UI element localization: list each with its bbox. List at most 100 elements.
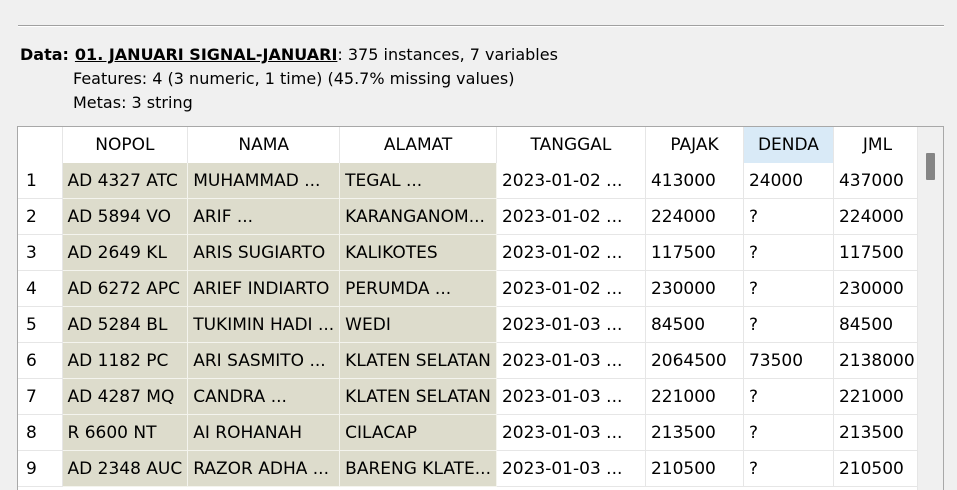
scrollbar-thumb[interactable] <box>926 153 935 180</box>
cell-pajak[interactable]: 221000 <box>645 378 744 415</box>
cell-jml[interactable]: 84500 <box>833 306 922 343</box>
cell-alamat[interactable]: WEDI <box>339 306 497 343</box>
cell-nama[interactable]: RAZOR ADHA ... <box>187 450 341 487</box>
cell-pajak[interactable]: 230000 <box>645 270 744 307</box>
cell-denda[interactable]: ? <box>743 414 834 451</box>
table-row[interactable]: 4 AD 6272 APC ARIEF INDIARTO PERUMDA ...… <box>18 270 922 307</box>
row-index[interactable]: 6 <box>18 342 63 379</box>
table-row[interactable]: 3 AD 2649 KL ARIS SUGIARTO KALIKOTES 202… <box>18 234 922 271</box>
cell-jml[interactable]: 213500 <box>833 414 922 451</box>
row-index[interactable]: 2 <box>18 198 63 235</box>
cell-denda[interactable]: ? <box>743 198 834 235</box>
cell-nama[interactable]: AI ROHANAH <box>187 414 341 451</box>
table-row[interactable]: 7 AD 4287 MQ CANDRA ... KLATEN SELATAN 2… <box>18 378 922 415</box>
row-index[interactable]: 1 <box>18 163 63 199</box>
cell-nopol[interactable]: R 6600 NT <box>62 414 189 451</box>
cell-pajak[interactable]: 224000 <box>645 198 744 235</box>
cell-alamat[interactable]: KARANGANOM... <box>339 198 497 235</box>
cell-jml[interactable]: 210500 <box>833 450 922 487</box>
cell-denda[interactable]: 24000 <box>743 163 834 199</box>
column-header-alamat[interactable]: ALAMAT <box>339 127 497 163</box>
cell-tanggal[interactable]: 2023-01-03 ... <box>496 378 646 415</box>
cell-alamat[interactable]: TEGAL ... <box>339 163 497 199</box>
cell-jml[interactable]: 2138000 <box>833 342 922 379</box>
column-header-pajak[interactable]: PAJAK <box>645 127 744 163</box>
data-label: Data: <box>20 45 69 64</box>
cell-denda[interactable]: 73500 <box>743 342 834 379</box>
column-header-jml[interactable]: JML <box>833 127 922 163</box>
column-header-nopol[interactable]: NOPOL <box>62 127 189 163</box>
table-header-row: NOPOL NAMA ALAMAT TANGGAL PAJAK DENDA JM… <box>18 127 922 163</box>
metas-text: Metas: 3 string <box>73 93 193 112</box>
cell-nama[interactable]: CANDRA ... <box>187 378 341 415</box>
dataset-name: 01. JANUARI SIGNAL-JANUARI <box>74 45 338 64</box>
table-row[interactable]: 5 AD 5284 BL TUKIMIN HADI ... WEDI 2023-… <box>18 306 922 343</box>
cell-alamat[interactable]: CILACAP <box>339 414 497 451</box>
row-index[interactable]: 9 <box>18 450 63 487</box>
cell-jml[interactable]: 221000 <box>833 378 922 415</box>
cell-nopol[interactable]: AD 5284 BL <box>62 306 189 343</box>
cell-nama[interactable]: ARIEF INDIARTO <box>187 270 341 307</box>
cell-pajak[interactable]: 2064500 <box>645 342 744 379</box>
table-row[interactable]: 9 AD 2348 AUC RAZOR ADHA ... BARENG KLAT… <box>18 450 922 487</box>
cell-nama[interactable]: MUHAMMAD ... <box>187 163 341 199</box>
cell-denda[interactable]: ? <box>743 450 834 487</box>
cell-nama[interactable]: TUKIMIN HADI ... <box>187 306 341 343</box>
cell-denda[interactable]: ? <box>743 234 834 271</box>
cell-nopol[interactable]: AD 4327 ATC <box>62 163 189 199</box>
cell-denda[interactable]: ? <box>743 306 834 343</box>
cell-pajak[interactable]: 117500 <box>645 234 744 271</box>
cell-alamat[interactable]: PERUMDA ... <box>339 270 497 307</box>
vertical-scrollbar[interactable] <box>917 127 943 490</box>
cell-alamat[interactable]: KLATEN SELATAN <box>339 342 497 379</box>
cell-nama[interactable]: ARI SASMITO ... <box>187 342 341 379</box>
cell-jml[interactable]: 224000 <box>833 198 922 235</box>
cell-alamat[interactable]: BARENG KLATE... <box>339 450 497 487</box>
table-row[interactable]: 6 AD 1182 PC ARI SASMITO ... KLATEN SELA… <box>18 342 922 379</box>
cell-nopol[interactable]: AD 1182 PC <box>62 342 189 379</box>
cell-tanggal[interactable]: 2023-01-02 ... <box>496 198 646 235</box>
cell-jml[interactable]: 437000 <box>833 163 922 199</box>
cell-denda[interactable]: ? <box>743 270 834 307</box>
row-index[interactable]: 5 <box>18 306 63 343</box>
cell-pajak[interactable]: 210500 <box>645 450 744 487</box>
cell-alamat[interactable]: KLATEN SELATAN <box>339 378 497 415</box>
corner-header[interactable] <box>18 127 63 163</box>
cell-jml[interactable]: 230000 <box>833 270 922 307</box>
cell-pajak[interactable]: 84500 <box>645 306 744 343</box>
cell-tanggal[interactable]: 2023-01-03 ... <box>496 414 646 451</box>
column-header-nama[interactable]: NAMA <box>187 127 341 163</box>
table-row[interactable]: 8 R 6600 NT AI ROHANAH CILACAP 2023-01-0… <box>18 414 922 451</box>
cell-tanggal[interactable]: 2023-01-02 ... <box>496 270 646 307</box>
cell-tanggal[interactable]: 2023-01-03 ... <box>496 450 646 487</box>
cell-pajak[interactable]: 413000 <box>645 163 744 199</box>
table-row[interactable]: 1 AD 4327 ATC MUHAMMAD ... TEGAL ... 202… <box>18 163 922 199</box>
data-table: NOPOL NAMA ALAMAT TANGGAL PAJAK DENDA JM… <box>18 127 922 487</box>
cell-nama[interactable]: ARIS SUGIARTO <box>187 234 341 271</box>
cell-nopol[interactable]: AD 2649 KL <box>62 234 189 271</box>
row-index[interactable]: 7 <box>18 378 63 415</box>
cell-tanggal[interactable]: 2023-01-02 ... <box>496 163 646 199</box>
row-index[interactable]: 3 <box>18 234 63 271</box>
column-header-tanggal[interactable]: TANGGAL <box>496 127 646 163</box>
data-table-view[interactable]: NOPOL NAMA ALAMAT TANGGAL PAJAK DENDA JM… <box>17 126 944 490</box>
cell-alamat[interactable]: KALIKOTES <box>339 234 497 271</box>
features-text: Features: 4 (3 numeric, 1 time) (45.7% m… <box>73 69 515 88</box>
column-header-denda[interactable]: DENDA <box>743 127 834 163</box>
cell-nopol[interactable]: AD 6272 APC <box>62 270 189 307</box>
row-index[interactable]: 4 <box>18 270 63 307</box>
cell-tanggal[interactable]: 2023-01-03 ... <box>496 342 646 379</box>
data-summary: Data: 01. JANUARI SIGNAL-JANUARI: 375 ins… <box>20 43 558 115</box>
cell-tanggal[interactable]: 2023-01-03 ... <box>496 306 646 343</box>
cell-pajak[interactable]: 213500 <box>645 414 744 451</box>
cell-jml[interactable]: 117500 <box>833 234 922 271</box>
cell-nama[interactable]: ARIF ... <box>187 198 341 235</box>
table-row[interactable]: 2 AD 5894 VO ARIF ... KARANGANOM... 2023… <box>18 198 922 235</box>
cell-nopol[interactable]: AD 5894 VO <box>62 198 189 235</box>
instances-text: : 375 instances, 7 variables <box>337 45 558 64</box>
cell-denda[interactable]: ? <box>743 378 834 415</box>
cell-nopol[interactable]: AD 4287 MQ <box>62 378 189 415</box>
cell-tanggal[interactable]: 2023-01-02 ... <box>496 234 646 271</box>
row-index[interactable]: 8 <box>18 414 63 451</box>
cell-nopol[interactable]: AD 2348 AUC <box>62 450 189 487</box>
